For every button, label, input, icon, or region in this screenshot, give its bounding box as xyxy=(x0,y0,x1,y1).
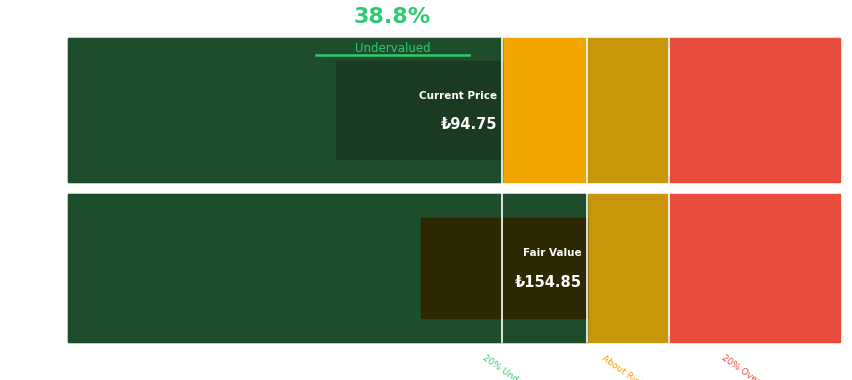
Text: Fair Value: Fair Value xyxy=(523,248,581,258)
Text: Undervalued: Undervalued xyxy=(354,42,429,55)
Bar xyxy=(502,194,586,342)
Bar xyxy=(68,38,502,182)
Bar xyxy=(68,194,502,342)
Bar xyxy=(586,194,668,342)
Bar xyxy=(68,194,586,342)
Text: 20% Overvalued: 20% Overvalued xyxy=(719,353,786,380)
Bar xyxy=(68,38,502,182)
Bar xyxy=(502,38,586,182)
Text: ₺94.75: ₺94.75 xyxy=(440,117,497,132)
Bar xyxy=(668,38,839,182)
Bar xyxy=(421,217,586,318)
Text: ₺154.85: ₺154.85 xyxy=(515,275,581,290)
Text: About Right: About Right xyxy=(599,353,648,380)
Text: Current Price: Current Price xyxy=(418,91,497,101)
Bar xyxy=(336,61,502,159)
Bar xyxy=(586,38,668,182)
Text: 20% Undervalued: 20% Undervalued xyxy=(480,353,551,380)
Bar xyxy=(668,194,839,342)
Text: 38.8%: 38.8% xyxy=(354,6,430,27)
